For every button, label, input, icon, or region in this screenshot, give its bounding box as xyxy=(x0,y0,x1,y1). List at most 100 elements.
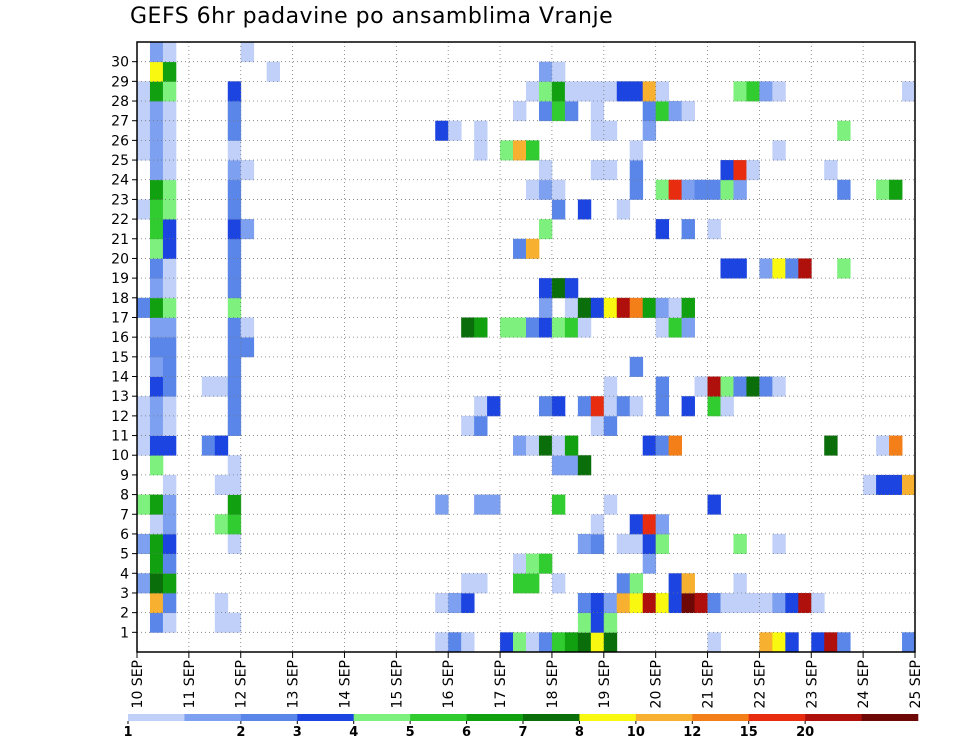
heatmap-cell xyxy=(616,533,631,555)
heatmap-cell xyxy=(137,101,151,122)
heatmap-cell xyxy=(214,376,229,397)
heatmap-cell xyxy=(798,258,812,279)
heatmap-cell xyxy=(162,238,177,259)
heatmap-cell xyxy=(526,573,540,594)
heatmap-cell xyxy=(162,61,177,82)
heatmap-cell xyxy=(227,612,242,633)
heatmap-cell xyxy=(149,258,164,279)
heatmap-cell xyxy=(526,179,540,200)
heatmap-cell xyxy=(149,592,164,614)
heatmap-cell xyxy=(526,553,540,574)
x-tick-label: 25 SEP xyxy=(908,660,924,708)
heatmap-cell xyxy=(149,42,164,63)
heatmap-cell xyxy=(720,179,734,200)
heatmap-cell xyxy=(227,179,242,200)
heatmap-cell xyxy=(603,612,618,633)
y-tick-label: 22 xyxy=(111,212,129,228)
heatmap-cell xyxy=(655,514,670,535)
heatmap-cell xyxy=(162,101,177,122)
heatmap-cell xyxy=(538,278,553,299)
heatmap-cell xyxy=(149,396,164,417)
heatmap-cell xyxy=(642,81,657,102)
heatmap-cell xyxy=(162,474,177,495)
heatmap-cell xyxy=(461,317,475,338)
legend-swatch xyxy=(297,714,355,721)
heatmap-cell xyxy=(137,435,151,456)
heatmap-cell xyxy=(162,120,177,141)
heatmap-cell xyxy=(603,160,618,181)
heatmap-cell xyxy=(720,396,734,417)
heatmap-cell xyxy=(137,199,151,220)
heatmap-cell xyxy=(603,81,618,102)
heatmap-cell xyxy=(149,612,164,633)
heatmap-cell xyxy=(435,592,449,614)
heatmap-cell xyxy=(889,435,903,456)
heatmap-cell xyxy=(162,199,177,220)
heatmap-cell xyxy=(137,297,151,318)
heatmap-cell xyxy=(149,160,164,181)
heatmap-cell xyxy=(824,632,838,653)
heatmap-cell xyxy=(629,514,644,535)
legend-swatch xyxy=(805,714,862,721)
heatmap-cell xyxy=(772,376,786,397)
heatmap-cell xyxy=(642,592,657,614)
y-tick-label: 14 xyxy=(111,370,129,386)
heatmap-cell xyxy=(785,258,799,279)
heatmap-cell xyxy=(526,81,540,102)
heatmap-cell xyxy=(240,317,255,338)
heatmap-cell xyxy=(616,592,631,614)
heatmap-cell xyxy=(759,632,773,653)
heatmap-cell xyxy=(162,160,177,181)
heatmap-cell xyxy=(435,494,449,515)
heatmap-cell xyxy=(668,592,682,614)
legend-swatch xyxy=(635,714,693,721)
y-tick-label: 29 xyxy=(111,74,129,90)
heatmap-cell xyxy=(746,592,760,614)
heatmap-cell xyxy=(577,297,592,318)
heatmap-cell xyxy=(162,612,177,633)
plot-frame xyxy=(136,41,916,653)
heatmap-cell xyxy=(902,81,916,102)
heatmap-cell xyxy=(551,61,566,82)
heatmap-cell xyxy=(162,42,177,63)
heatmap-cell xyxy=(149,356,164,377)
heatmap-cell xyxy=(137,81,151,102)
heatmap-cell xyxy=(564,317,579,338)
heatmap-cell xyxy=(707,592,721,614)
heatmap-cell xyxy=(603,494,618,515)
heatmap-cell xyxy=(162,415,177,436)
heatmap-cell xyxy=(227,238,242,259)
heatmap-cell xyxy=(149,61,164,82)
heatmap-cell xyxy=(902,474,916,495)
heatmap-cell xyxy=(642,435,657,456)
heatmap-cell xyxy=(461,573,475,594)
y-tick-label: 17 xyxy=(111,310,129,326)
heatmap-cell xyxy=(162,81,177,102)
y-tick-label: 2 xyxy=(120,606,129,622)
heatmap-cell xyxy=(564,455,579,476)
heatmap-cell xyxy=(564,297,579,318)
heatmap-cell xyxy=(240,160,255,181)
heatmap-cell xyxy=(551,101,566,122)
heatmap-cell xyxy=(149,317,164,338)
heatmap-cell xyxy=(227,81,242,102)
heatmap-cell xyxy=(655,101,670,122)
heatmap-cell xyxy=(629,356,644,377)
heatmap-cell xyxy=(603,120,618,141)
heatmap-cell xyxy=(227,278,242,299)
heatmap-cell xyxy=(551,632,566,653)
heatmap-cell xyxy=(655,376,670,397)
heatmap-cell xyxy=(227,199,242,220)
heatmap-cell xyxy=(162,533,177,555)
heatmap-cell xyxy=(526,238,540,259)
heatmap-cell xyxy=(590,297,605,318)
heatmap-cell xyxy=(137,573,151,594)
legend-swatch xyxy=(861,714,919,721)
heatmap-cell xyxy=(149,435,164,456)
heatmap-cell xyxy=(616,81,631,102)
heatmap-cell xyxy=(227,533,242,555)
heatmap-cell xyxy=(629,140,644,161)
heatmap-cell xyxy=(538,317,553,338)
x-tick-label: 10 SEP xyxy=(130,660,146,708)
